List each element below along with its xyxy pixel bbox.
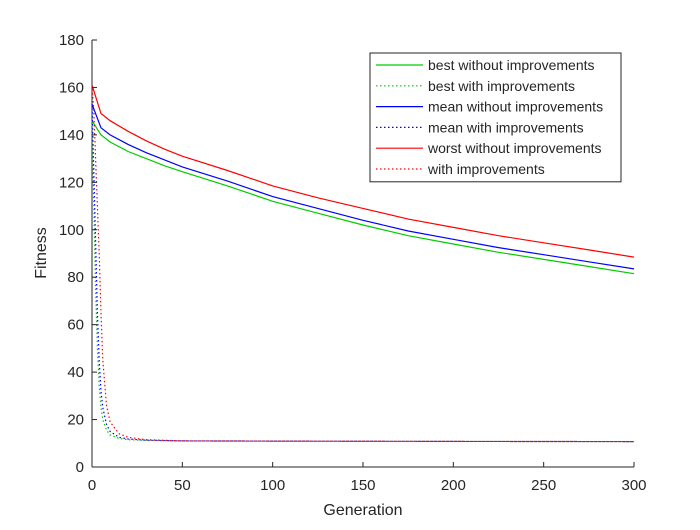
y-axis-label: Fitness	[33, 227, 50, 279]
x-axis-label: Generation	[323, 502, 402, 519]
series-line-3	[91, 103, 635, 270]
legend-label: mean without improvements	[428, 99, 603, 115]
x-tick-label: 200	[441, 477, 466, 494]
legend: best without improvements best with impro…	[369, 52, 622, 183]
legend-box	[369, 52, 622, 183]
y-tick-label: 180	[59, 32, 84, 49]
x-tick-label: 300	[621, 477, 646, 494]
y-tick-label: 100	[59, 222, 84, 239]
legend-label: best without improvements	[428, 57, 595, 73]
y-axis: 0 20 40 60 80 100 120 140 160 180	[59, 32, 97, 476]
x-tick-label: 50	[174, 477, 191, 494]
y-tick-label: 140	[59, 127, 84, 144]
x-tick-label: 100	[260, 477, 285, 494]
x-tick-label: 150	[350, 477, 375, 494]
series-line-5	[91, 84, 635, 258]
y-tick-label: 0	[76, 459, 84, 476]
y-tick-label: 80	[67, 269, 84, 286]
legend-label: best with improvements	[428, 78, 575, 94]
legend-label: with improvements	[427, 161, 545, 177]
series-line-2	[91, 120, 635, 443]
series-line-1	[91, 120, 635, 275]
y-tick-label: 160	[59, 79, 84, 96]
x-axis: 0 50 100 150 200 250 300	[88, 462, 647, 494]
y-tick-label: 60	[67, 317, 84, 334]
x-tick-label: 250	[531, 477, 556, 494]
x-tick-label: 0	[88, 477, 96, 494]
y-tick-label: 20	[67, 412, 84, 429]
y-tick-label: 120	[59, 174, 84, 191]
y-tick-label: 40	[67, 364, 84, 381]
legend-label: mean with improvements	[428, 119, 584, 135]
legend-label: worst without improvements	[427, 140, 602, 156]
